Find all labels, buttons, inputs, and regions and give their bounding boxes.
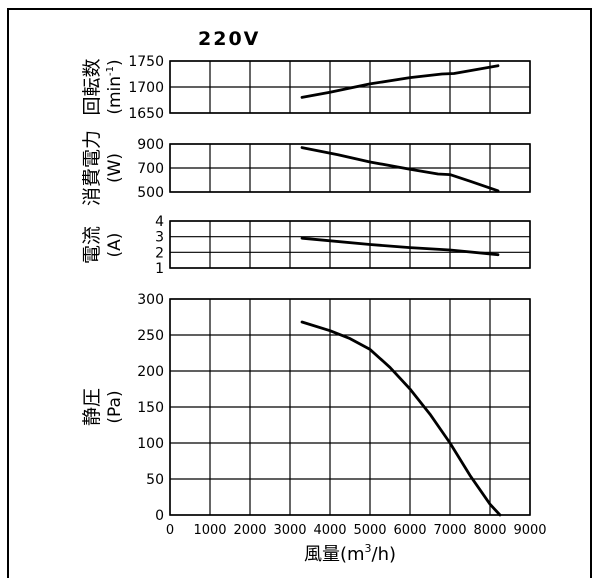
y-tick-label: 250 xyxy=(137,328,164,344)
plot-area xyxy=(169,298,531,516)
x-tick-label: 5000 xyxy=(353,523,386,538)
plot-area xyxy=(169,60,531,114)
y-tick-label: 2 xyxy=(155,245,164,261)
y-tick-label: 4 xyxy=(155,214,164,230)
y-axis-label: 静圧 xyxy=(81,388,103,426)
y-tick-label: 1750 xyxy=(128,54,164,70)
x-tick-label: 4000 xyxy=(313,523,346,538)
y-tick-label: 0 xyxy=(155,508,164,524)
y-tick-label: 500 xyxy=(137,185,164,201)
x-tick-label: 8000 xyxy=(473,523,506,538)
plot-area xyxy=(169,143,531,193)
y-axis-label: 消費電力 xyxy=(81,130,103,206)
y-tick-label: 150 xyxy=(137,400,164,416)
x-tick-label: 9000 xyxy=(513,523,546,538)
x-tick-label: 2000 xyxy=(233,523,266,538)
y-axis-unit: (min-1) xyxy=(105,59,125,114)
y-tick-label: 900 xyxy=(137,137,164,153)
plot-area xyxy=(169,220,531,269)
y-tick-label: 300 xyxy=(137,292,164,308)
y-tick-label: 1 xyxy=(155,261,164,277)
y-axis-label: 電流 xyxy=(81,226,103,264)
y-tick-label: 100 xyxy=(137,436,164,452)
x-tick-label: 7000 xyxy=(433,523,466,538)
data-line xyxy=(300,320,502,517)
chart-frame xyxy=(7,8,592,578)
voltage-label: 220V xyxy=(198,28,260,50)
x-tick-label: 0 xyxy=(166,523,174,538)
x-axis-label: 風量(m3/h) xyxy=(304,542,396,565)
y-axis-unit: (A) xyxy=(105,233,125,258)
y-axis-label: 回転数 xyxy=(81,58,103,115)
y-axis-unit: (W) xyxy=(105,153,125,183)
x-tick-label: 6000 xyxy=(393,523,426,538)
y-axis-unit: (Pa) xyxy=(105,390,125,423)
data-line xyxy=(300,236,500,257)
y-tick-label: 3 xyxy=(155,230,164,246)
y-tick-label: 50 xyxy=(146,472,164,488)
x-tick-label: 1000 xyxy=(193,523,226,538)
x-tick-label: 3000 xyxy=(273,523,306,538)
y-tick-label: 1650 xyxy=(128,106,164,122)
data-line xyxy=(300,146,500,193)
y-tick-label: 200 xyxy=(137,364,164,380)
y-tick-label: 700 xyxy=(137,161,164,177)
data-line xyxy=(300,64,500,99)
y-tick-label: 1700 xyxy=(128,80,164,96)
